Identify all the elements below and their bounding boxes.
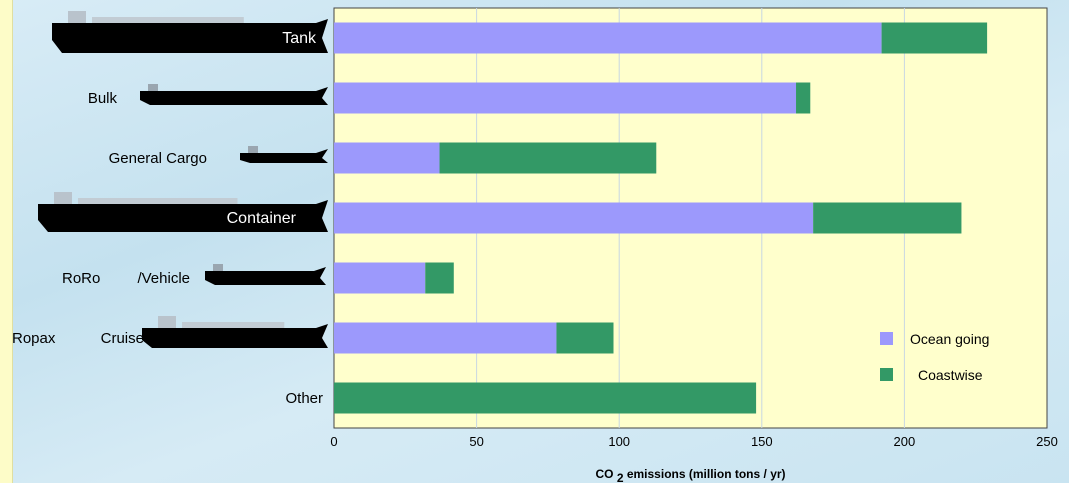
cruise-ship-icon — [142, 324, 328, 348]
bar-coastwise — [425, 262, 454, 294]
bar-ocean-going — [334, 262, 426, 294]
legend-label: Coastwise — [918, 367, 983, 383]
category-label: General Cargo — [109, 150, 207, 167]
roro-vehicle-carrier-icon-bridge — [213, 264, 223, 271]
general-cargo-ship-icon-bridge — [248, 146, 258, 153]
tanker-ship-icon — [52, 19, 328, 53]
x-axis-title: CO 2 emissions (million tons / yr) — [595, 467, 785, 483]
bar-ocean-going — [334, 142, 440, 174]
x-tick-label: 200 — [894, 434, 916, 449]
roro-vehicle-carrier-icon — [205, 267, 326, 285]
bar-coastwise — [439, 142, 657, 174]
x-tick-label: 250 — [1036, 434, 1058, 449]
bar-ocean-going — [334, 322, 557, 354]
bar-ocean-going — [334, 202, 814, 234]
bars — [334, 22, 988, 414]
legend-swatch — [880, 368, 893, 381]
container-ship-icon-deck — [78, 198, 238, 204]
general-cargo-ship-icon — [240, 149, 328, 163]
bar-ocean-going — [334, 22, 882, 54]
bar-coastwise — [796, 82, 811, 114]
bulk-carrier-icon-bridge — [148, 84, 158, 91]
legend-label: Ocean going — [910, 331, 989, 347]
container-ship-icon — [38, 200, 328, 232]
x-tick-label: 0 — [330, 434, 337, 449]
bar-coastwise — [334, 382, 757, 414]
category-label-part: RoRo — [62, 270, 100, 287]
cruise-ship-icon-superstructure — [158, 316, 176, 328]
tanker-ship-icon-deck — [92, 17, 244, 23]
category-label-part: Cruise — [101, 330, 144, 347]
legend-swatch — [880, 332, 893, 345]
x-tick-label: 50 — [469, 434, 483, 449]
bar-coastwise — [881, 22, 988, 54]
bulk-carrier-icon — [140, 87, 328, 105]
bar-coastwise — [813, 202, 962, 234]
category-label: Container — [227, 210, 297, 227]
left-panel-strip — [0, 0, 13, 483]
bar-ocean-going — [334, 82, 797, 114]
category-label: Other — [285, 390, 323, 407]
tanker-ship-icon-superstructure — [68, 11, 86, 23]
x-axis-ticks: 0 50 100 150 200 250 — [330, 434, 1057, 449]
category-label-part: Ropax — [12, 330, 56, 347]
container-ship-icon-superstructure — [54, 192, 72, 204]
legend: Ocean going Coastwise — [880, 331, 989, 383]
bar-coastwise — [556, 322, 614, 354]
cruise-ship-icon-deck — [182, 322, 285, 328]
x-tick-label: 150 — [751, 434, 773, 449]
category-labels: Tank Bulk General Cargo Container RoRo/Vehic… — [12, 30, 323, 407]
category-label: Bulk — [88, 90, 118, 107]
category-label: Tank — [282, 30, 317, 47]
ship-illustrations — [38, 11, 328, 348]
category-label-part: /Vehicle — [137, 270, 190, 287]
x-tick-label: 100 — [608, 434, 630, 449]
